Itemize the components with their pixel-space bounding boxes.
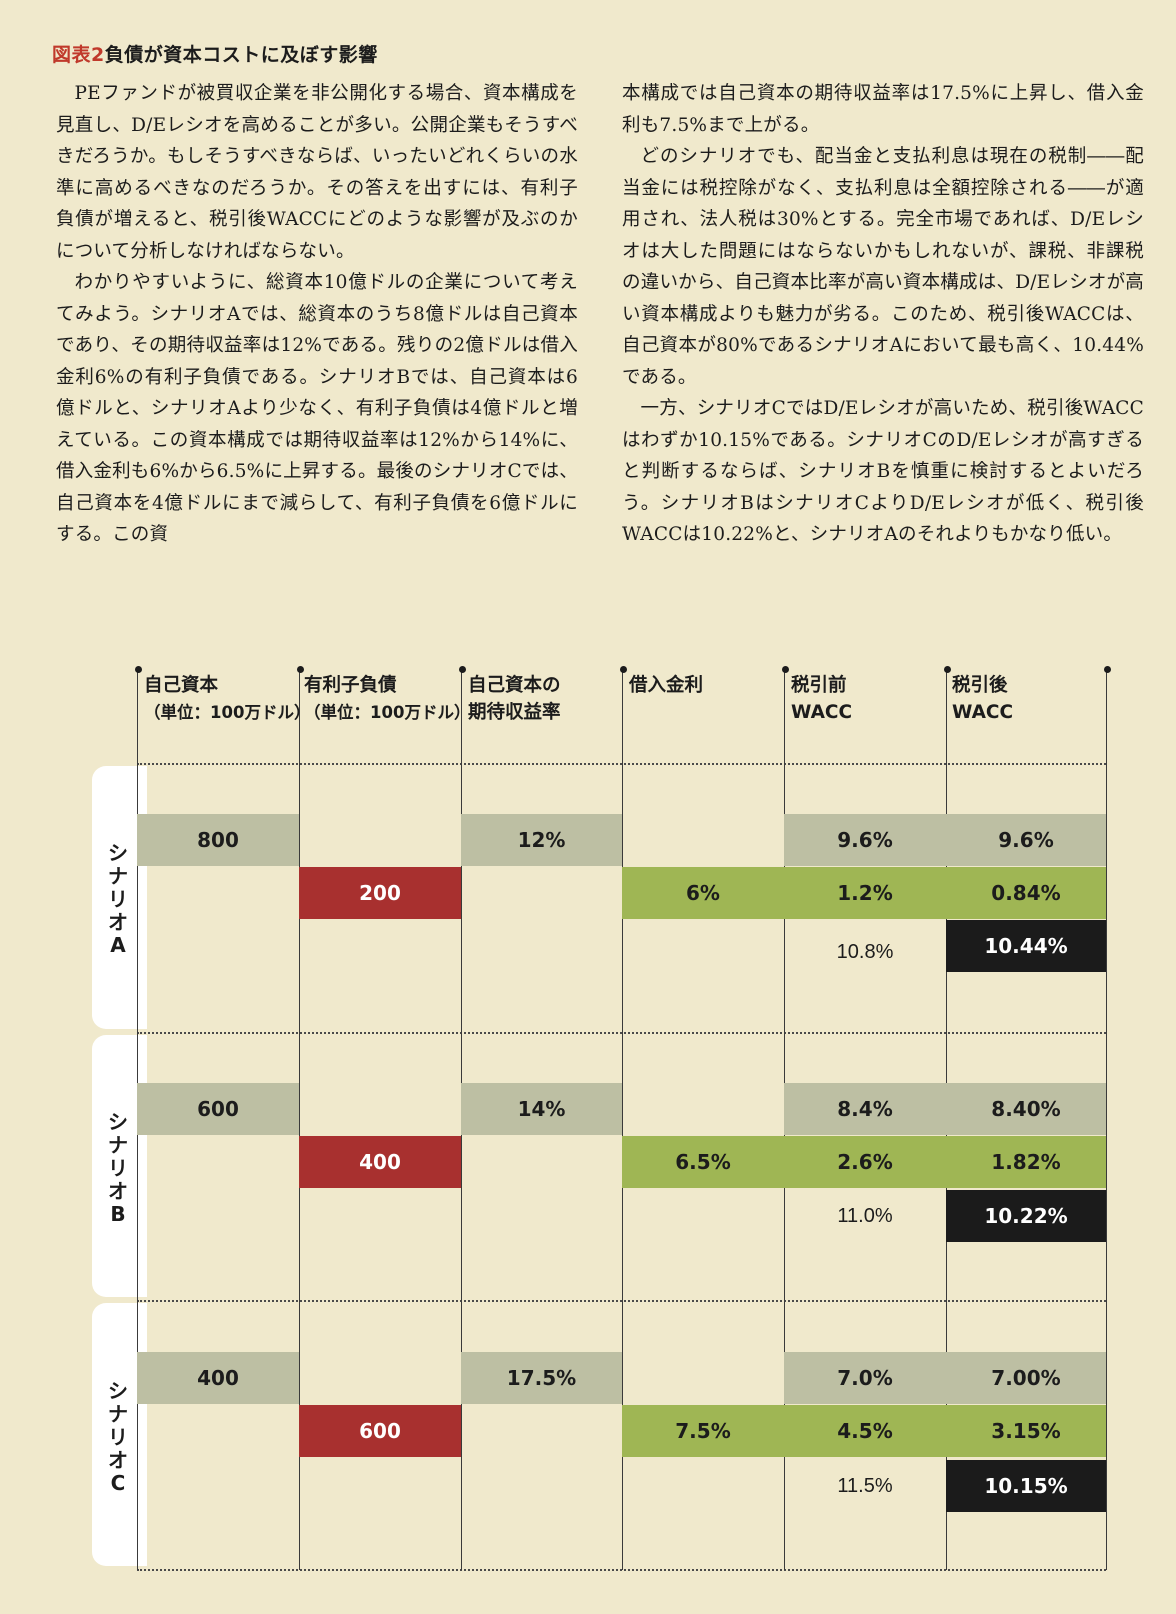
paragraph: 一方、シナリオCではD/Eレシオが高いため、税引後WACCはわずか10.15%で… bbox=[622, 398, 1144, 545]
scenario-a-label: シナリオA bbox=[108, 841, 128, 957]
paragraph: どのシナリオでも、配当金と支払利息は現在の税制――配当金には税控除がなく、支払利… bbox=[622, 146, 1144, 388]
header-line: 借入金利 bbox=[629, 675, 704, 696]
cell-interest: 6.5% bbox=[622, 1136, 784, 1188]
header-pretax-wacc: 税引前 WACC bbox=[791, 672, 852, 726]
paragraph-continuation: 本構成では自己資本の期待収益率は17.5%に上昇し、借入金利も7.5%まで上がる… bbox=[622, 83, 1144, 136]
cell-pretax-total: 11.5% bbox=[837, 1474, 893, 1497]
row-divider bbox=[137, 1032, 1106, 1034]
figure-title: 図表2負債が資本コストに及ぼす影響 bbox=[52, 40, 378, 67]
header-line: 自己資本 bbox=[144, 675, 219, 696]
cell-equity-return: 14% bbox=[461, 1083, 622, 1135]
body-text-right-column: 本構成では自己資本の期待収益率は17.5%に上昇し、借入金利も7.5%まで上がる… bbox=[622, 78, 1144, 551]
cell-aftertax-debt: 3.15% bbox=[946, 1405, 1106, 1457]
header-line: 期待収益率 bbox=[468, 702, 561, 723]
cell-pretax-debt: 4.5% bbox=[784, 1405, 946, 1457]
column-dot bbox=[1104, 666, 1111, 673]
figure-title-text: 負債が資本コストに及ぼす影響 bbox=[104, 44, 378, 66]
cell-aftertax-debt: 0.84% bbox=[946, 867, 1106, 919]
cell-equity-return: 17.5% bbox=[461, 1352, 622, 1404]
cell-interest: 7.5% bbox=[622, 1405, 784, 1457]
header-equity: 自己資本 （単位：100万ドル） bbox=[144, 672, 310, 726]
cell-equity: 800 bbox=[137, 814, 299, 866]
cell-equity-return: 12% bbox=[461, 814, 622, 866]
column-line bbox=[622, 670, 623, 1570]
cell-equity: 400 bbox=[137, 1352, 299, 1404]
cell-pretax-equity: 9.6% bbox=[784, 814, 946, 866]
header-interest: 借入金利 bbox=[629, 672, 703, 699]
header-line: 税引後 bbox=[952, 675, 1008, 696]
cell-interest: 6% bbox=[622, 867, 784, 919]
column-line bbox=[1106, 670, 1107, 1570]
header-line: 税引前 bbox=[791, 675, 847, 696]
column-dot bbox=[459, 666, 466, 673]
cell-pretax-total: 10.8% bbox=[836, 940, 894, 963]
header-equity-return: 自己資本の 期待収益率 bbox=[468, 672, 561, 726]
header-unit: （単位：100万ドル） bbox=[144, 703, 311, 722]
paragraph: PEファンドが被買収企業を非公開化する場合、資本構成を見直し、D/Eレシオを高め… bbox=[56, 83, 578, 262]
cell-pretax-debt: 2.6% bbox=[784, 1136, 946, 1188]
row-divider bbox=[137, 763, 1106, 765]
scenario-c-label: シナリオC bbox=[108, 1379, 128, 1495]
cell-aftertax-equity: 7.00% bbox=[946, 1352, 1106, 1404]
cell-aftertax-equity: 9.6% bbox=[946, 814, 1106, 866]
header-aftertax-wacc: 税引後 WACC bbox=[952, 672, 1013, 726]
column-dot bbox=[944, 666, 951, 673]
cell-debt: 600 bbox=[299, 1405, 461, 1457]
cell-equity: 600 bbox=[137, 1083, 299, 1135]
cell-pretax-total: 11.0% bbox=[837, 1204, 893, 1227]
header-line: WACC bbox=[791, 702, 853, 723]
cell-aftertax-equity: 8.40% bbox=[946, 1083, 1106, 1135]
cell-debt: 200 bbox=[299, 867, 461, 919]
column-dot bbox=[782, 666, 789, 673]
header-line: 有利子負債 bbox=[304, 675, 397, 696]
cell-aftertax-total: 10.22% bbox=[946, 1190, 1106, 1242]
header-line: WACC bbox=[952, 702, 1014, 723]
paragraph: わかりやすいように、総資本10億ドルの企業について考えてみよう。シナリオAでは、… bbox=[56, 272, 579, 545]
cell-pretax-equity: 8.4% bbox=[784, 1083, 946, 1135]
cell-pretax-equity: 7.0% bbox=[784, 1352, 946, 1404]
column-dot bbox=[297, 666, 304, 673]
cell-debt: 400 bbox=[299, 1136, 461, 1188]
cell-aftertax-total: 10.15% bbox=[946, 1460, 1106, 1512]
body-text-left-column: PEファンドが被買収企業を非公開化する場合、資本構成を見直し、D/Eレシオを高め… bbox=[56, 78, 578, 551]
header-line: 自己資本の bbox=[468, 675, 561, 696]
column-dot bbox=[135, 666, 142, 673]
row-divider bbox=[137, 1569, 1106, 1571]
row-divider bbox=[137, 1300, 1106, 1302]
cell-aftertax-total: 10.44% bbox=[946, 920, 1106, 972]
cell-pretax-debt: 1.2% bbox=[784, 867, 946, 919]
column-line bbox=[299, 670, 300, 1570]
figure-label: 図表2 bbox=[52, 44, 105, 66]
column-dot bbox=[620, 666, 627, 673]
scenario-b-label: シナリオB bbox=[108, 1110, 128, 1226]
header-unit: （単位：100万ドル） bbox=[304, 703, 471, 722]
header-debt: 有利子負債 （単位：100万ドル） bbox=[304, 672, 470, 726]
cell-aftertax-debt: 1.82% bbox=[946, 1136, 1106, 1188]
